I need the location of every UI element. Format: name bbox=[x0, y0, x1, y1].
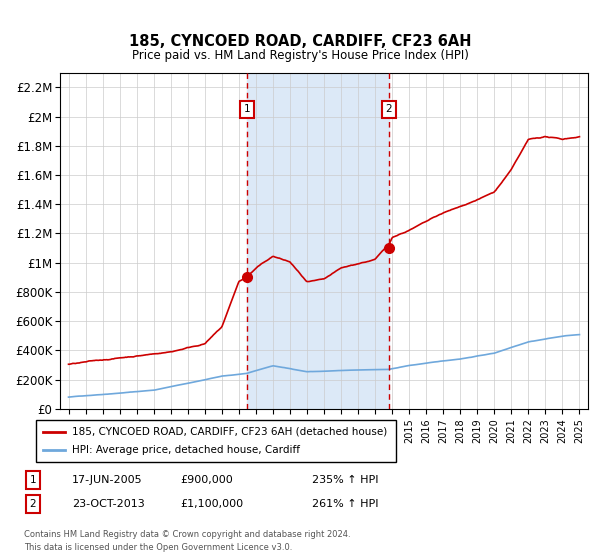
Text: 23-OCT-2013: 23-OCT-2013 bbox=[72, 499, 145, 509]
FancyBboxPatch shape bbox=[36, 420, 396, 462]
Text: Contains HM Land Registry data © Crown copyright and database right 2024.: Contains HM Land Registry data © Crown c… bbox=[24, 530, 350, 539]
Text: 185, CYNCOED ROAD, CARDIFF, CF23 6AH (detached house): 185, CYNCOED ROAD, CARDIFF, CF23 6AH (de… bbox=[72, 427, 387, 437]
Text: This data is licensed under the Open Government Licence v3.0.: This data is licensed under the Open Gov… bbox=[24, 543, 292, 552]
Text: 235% ↑ HPI: 235% ↑ HPI bbox=[312, 475, 379, 485]
Text: 185, CYNCOED ROAD, CARDIFF, CF23 6AH: 185, CYNCOED ROAD, CARDIFF, CF23 6AH bbox=[129, 35, 471, 49]
Text: £1,100,000: £1,100,000 bbox=[180, 499, 243, 509]
Bar bbox=[247, 73, 389, 409]
Text: 1: 1 bbox=[244, 104, 250, 114]
Text: Price paid vs. HM Land Registry's House Price Index (HPI): Price paid vs. HM Land Registry's House … bbox=[131, 49, 469, 63]
Text: 17-JUN-2005: 17-JUN-2005 bbox=[72, 475, 143, 485]
Text: HPI: Average price, detached house, Cardiff: HPI: Average price, detached house, Card… bbox=[72, 445, 300, 455]
Text: 2: 2 bbox=[386, 104, 392, 114]
Text: 1: 1 bbox=[29, 475, 37, 485]
Text: £900,000: £900,000 bbox=[180, 475, 233, 485]
Text: 2: 2 bbox=[29, 499, 37, 509]
Text: 261% ↑ HPI: 261% ↑ HPI bbox=[312, 499, 379, 509]
